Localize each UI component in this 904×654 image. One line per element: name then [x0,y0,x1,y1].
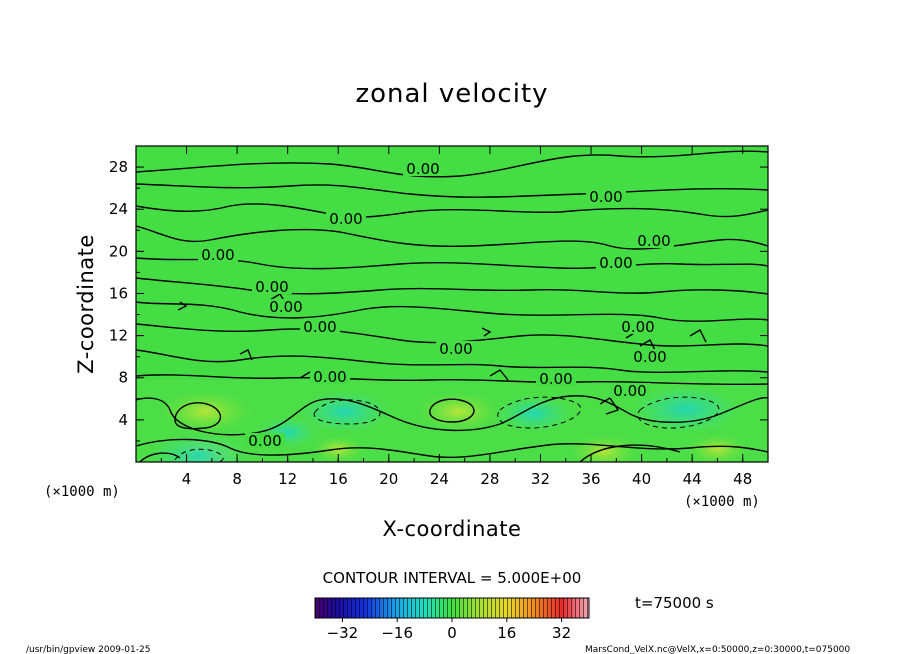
contour-label-bg [630,349,670,364]
negative-velocity-patch [496,395,573,432]
contour-label-bg [436,341,476,356]
x-tick-label: 36 [581,470,600,488]
x-tick-label: 40 [632,470,651,488]
colorbar-tick-label: 0 [447,624,457,642]
y-tick-label: 16 [109,284,128,302]
y-axis-label: Z-coordinate [74,234,98,374]
contour-label-bg [266,299,306,314]
y-tick-label: 8 [118,369,128,387]
y-tick-label: 24 [109,200,128,218]
contour-label-bg [586,189,626,204]
contour-label-bg [634,233,674,248]
positive-velocity-patch [416,391,501,431]
contour-label: 0.00 [255,278,288,296]
colorbar: −32 −16 0 16 32 [314,597,590,642]
y-tick-label: 12 [109,327,128,345]
contour-label-bg [198,247,238,262]
contour-label: 0.00 [539,370,572,388]
colorbar-tick-label: 16 [497,624,516,642]
contour-label-bg [610,383,650,398]
contour-label-bg [252,279,292,294]
contour-label: 0.00 [269,298,302,316]
positive-velocity-patch [159,390,252,433]
y-tick-label: 28 [109,158,128,176]
x-tick-label: 32 [531,470,550,488]
contour-label-bg [245,433,285,448]
colorbar-tick-label: −16 [381,624,413,642]
contour-label: 0.00 [613,382,646,400]
contour-label: 0.00 [201,246,234,264]
contour-label: 0.00 [633,348,666,366]
x-tick-label: 28 [480,470,499,488]
x-axis: 4 8 12 16 20 24 28 32 36 40 44 48 [135,146,769,488]
colorbar-stripes [315,598,589,618]
negative-contours [174,396,720,462]
chart-title: zonal velocity [355,79,548,109]
velocity-features [149,385,748,462]
contour-label-bg [596,255,636,270]
contour-label-bg [403,161,443,176]
footer-right: MarsCond_VelX.nc@VelX,x=0:50000,z=0:3000… [585,645,850,654]
x-unit-label: (×1000 m) [684,494,760,510]
contour-label: 0.00 [329,210,362,228]
x-tick-label: 16 [329,470,348,488]
contour-label: 0.00 [439,340,472,358]
contour-label: 0.00 [303,318,336,336]
contour-label: 0.00 [589,188,622,206]
contour-label: 0.00 [313,368,346,386]
contour-label-bg [310,369,350,384]
contour-label: 0.00 [637,232,670,250]
time-label: t=75000 s [635,594,714,612]
contour-label-bg [326,211,366,226]
footer-left: /usr/bin/gpview 2009-01-25 [26,645,150,654]
contour-label-bg [536,371,576,386]
contour-label: 0.00 [621,318,654,336]
plot-frame [135,145,769,463]
positive-velocity-patch [569,434,638,462]
x-tick-label: 12 [278,470,297,488]
x-tick-label: 24 [430,470,449,488]
y-tick-label: 20 [109,242,128,260]
contour-lines [136,150,768,462]
contour-interval-label: CONTOUR INTERVAL = 5.000E+00 [323,569,582,587]
x-axis-label: X-coordinate [383,517,522,541]
colorbar-tick-label: 32 [552,624,571,642]
contour-label: 0.00 [599,254,632,272]
x-tick-label: 8 [232,470,242,488]
y-tick-label: 4 [118,411,128,429]
colorbar-tick-label: −32 [327,624,359,642]
contour-label-bg [618,319,658,334]
x-tick-label: 4 [182,470,192,488]
contour-label: 0.00 [248,432,281,450]
positive-velocity-patch [687,434,748,462]
x-tick-label: 44 [683,470,702,488]
contour-label: 0.00 [406,160,439,178]
x-tick-label: 48 [733,470,752,488]
contour-label-bg [300,319,340,334]
y-axis: 4 8 12 16 20 24 28 [109,145,768,463]
contour-label-group: 0.000.000.000.00 0.000.000.000.000.000.00… [198,160,674,450]
negative-velocity-patch [298,390,391,433]
x-tick-label: 20 [379,470,398,488]
y-unit-label: (×1000 m) [44,484,120,500]
